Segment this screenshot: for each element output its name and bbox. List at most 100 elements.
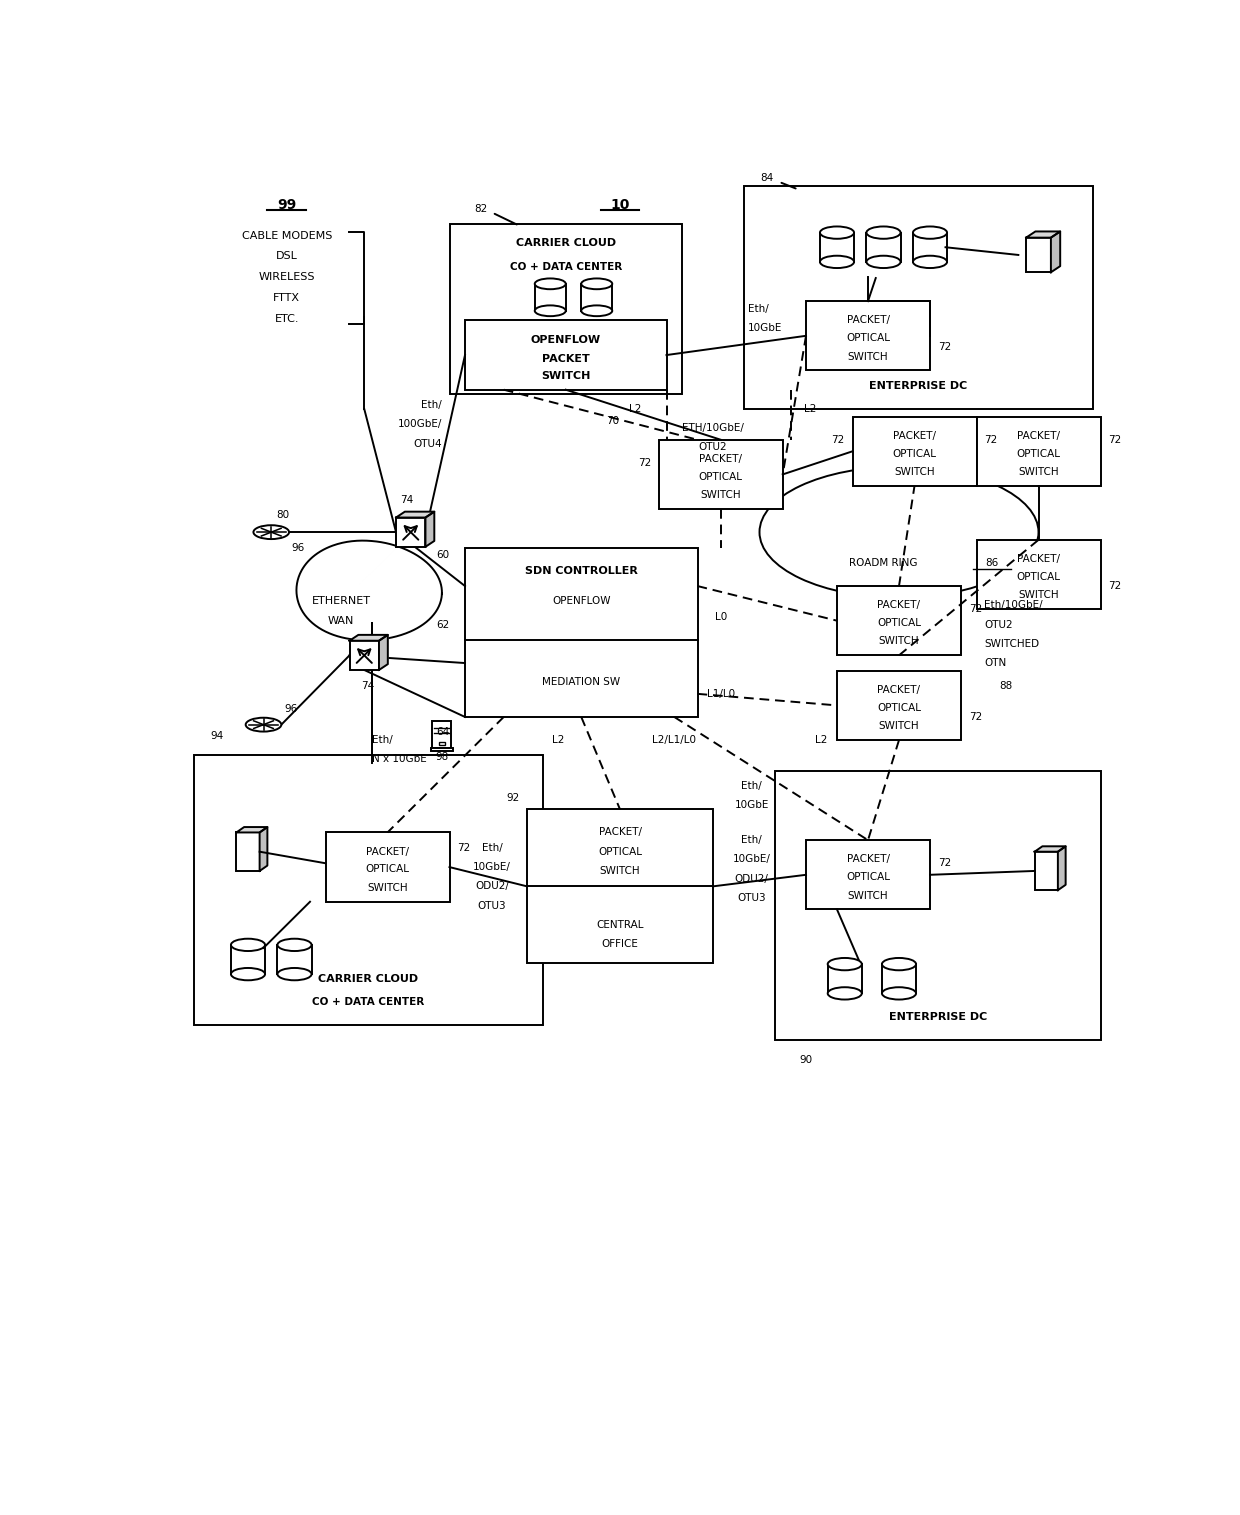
Text: PACKET/: PACKET/ xyxy=(878,600,920,611)
Text: OTU2: OTU2 xyxy=(698,442,728,453)
Bar xyxy=(527,809,713,964)
Text: SWITCH: SWITCH xyxy=(894,467,935,477)
Text: PACKET/: PACKET/ xyxy=(699,454,743,464)
Ellipse shape xyxy=(867,226,900,239)
Bar xyxy=(977,417,1101,486)
Bar xyxy=(325,832,449,901)
Bar xyxy=(449,224,682,394)
Text: ODU2/: ODU2/ xyxy=(475,882,510,891)
Text: SWITCH: SWITCH xyxy=(1018,467,1059,477)
Text: ROADM RING: ROADM RING xyxy=(849,558,918,568)
Text: PACKET/: PACKET/ xyxy=(366,847,409,856)
Text: 72: 72 xyxy=(1109,582,1121,591)
Ellipse shape xyxy=(882,957,916,970)
Bar xyxy=(806,841,930,909)
Text: 10GbE: 10GbE xyxy=(748,323,782,333)
Text: MEDIATION SW: MEDIATION SW xyxy=(542,677,620,688)
Text: OTU3: OTU3 xyxy=(477,900,506,911)
Text: SWITCH: SWITCH xyxy=(848,351,888,362)
Text: 84: 84 xyxy=(760,173,774,183)
Text: OPTICAL: OPTICAL xyxy=(699,471,743,482)
Ellipse shape xyxy=(253,526,289,539)
Polygon shape xyxy=(1058,847,1065,891)
Bar xyxy=(231,945,265,974)
Bar xyxy=(820,233,854,262)
Ellipse shape xyxy=(534,306,565,317)
Text: PACKET/: PACKET/ xyxy=(847,315,889,326)
Text: 94: 94 xyxy=(211,732,223,741)
Bar xyxy=(534,283,565,311)
Ellipse shape xyxy=(867,256,900,268)
Bar xyxy=(278,945,311,974)
Text: Eth/: Eth/ xyxy=(372,735,393,745)
Bar xyxy=(658,439,782,509)
Text: OPTICAL: OPTICAL xyxy=(846,873,890,882)
Text: OPTICAL: OPTICAL xyxy=(877,618,921,629)
Bar xyxy=(837,586,961,656)
Text: Eth/10GbE/: Eth/10GbE/ xyxy=(985,600,1043,611)
Bar xyxy=(1025,238,1050,273)
Text: OTU3: OTU3 xyxy=(738,892,766,903)
Text: L2: L2 xyxy=(630,405,641,414)
Text: 72: 72 xyxy=(637,458,651,468)
Bar xyxy=(465,320,667,389)
Bar xyxy=(430,748,453,751)
Text: 72: 72 xyxy=(968,604,982,614)
Text: 86: 86 xyxy=(986,558,998,568)
Text: Eth/: Eth/ xyxy=(422,400,441,411)
Text: 96: 96 xyxy=(284,704,298,714)
Bar xyxy=(1034,851,1058,891)
Text: ETC.: ETC. xyxy=(274,314,299,324)
Text: 72: 72 xyxy=(458,842,470,853)
Text: OTN: OTN xyxy=(985,658,1007,668)
Text: SWITCHED: SWITCHED xyxy=(985,639,1039,648)
Text: 70: 70 xyxy=(605,415,619,426)
Bar xyxy=(828,964,862,994)
Text: OPTICAL: OPTICAL xyxy=(846,333,890,342)
Ellipse shape xyxy=(759,467,1039,597)
Bar xyxy=(193,756,543,1026)
Text: ODU2/: ODU2/ xyxy=(735,874,769,883)
Text: PACKET/: PACKET/ xyxy=(599,827,641,838)
Text: 96: 96 xyxy=(291,542,305,553)
Text: SWITCH: SWITCH xyxy=(848,891,888,900)
Polygon shape xyxy=(379,635,388,670)
Text: ETH/10GbE/: ETH/10GbE/ xyxy=(682,423,744,433)
Text: L2: L2 xyxy=(804,405,816,414)
Text: FTTX: FTTX xyxy=(273,292,300,303)
Polygon shape xyxy=(1034,847,1065,851)
Text: 10GbE/: 10GbE/ xyxy=(474,862,511,873)
Text: PACKET/: PACKET/ xyxy=(1017,430,1060,441)
Text: WAN: WAN xyxy=(327,615,355,626)
Text: Eth/: Eth/ xyxy=(742,782,763,791)
Text: OPENFLOW: OPENFLOW xyxy=(531,335,601,344)
Polygon shape xyxy=(396,512,434,518)
Text: Eth/: Eth/ xyxy=(742,835,763,845)
Text: 72: 72 xyxy=(937,859,951,868)
Text: CARRIER CLOUD: CARRIER CLOUD xyxy=(516,238,616,248)
Text: 72: 72 xyxy=(985,435,997,445)
Text: ENTERPRISE DC: ENTERPRISE DC xyxy=(889,1012,987,1023)
Text: N x 10GbE: N x 10GbE xyxy=(372,754,427,764)
Text: PACKET/: PACKET/ xyxy=(847,854,889,865)
Text: SWITCH: SWITCH xyxy=(701,491,742,500)
Text: Eth/: Eth/ xyxy=(482,842,502,853)
Ellipse shape xyxy=(820,226,854,239)
Text: PACKET/: PACKET/ xyxy=(878,685,920,695)
Ellipse shape xyxy=(882,988,916,1000)
Bar xyxy=(853,417,977,486)
Text: 90: 90 xyxy=(800,1054,812,1065)
Text: 98: 98 xyxy=(435,751,449,762)
Bar xyxy=(432,721,451,748)
Bar xyxy=(465,547,697,717)
Text: SDN CONTROLLER: SDN CONTROLLER xyxy=(525,565,637,576)
Ellipse shape xyxy=(231,968,265,980)
Text: 10: 10 xyxy=(610,198,630,212)
Text: 60: 60 xyxy=(436,550,449,561)
Text: SWITCH: SWITCH xyxy=(367,883,408,892)
Text: L2: L2 xyxy=(816,735,827,745)
Text: L2: L2 xyxy=(552,735,564,745)
Text: 72: 72 xyxy=(832,435,844,445)
Bar xyxy=(744,186,1092,409)
Polygon shape xyxy=(259,827,268,871)
